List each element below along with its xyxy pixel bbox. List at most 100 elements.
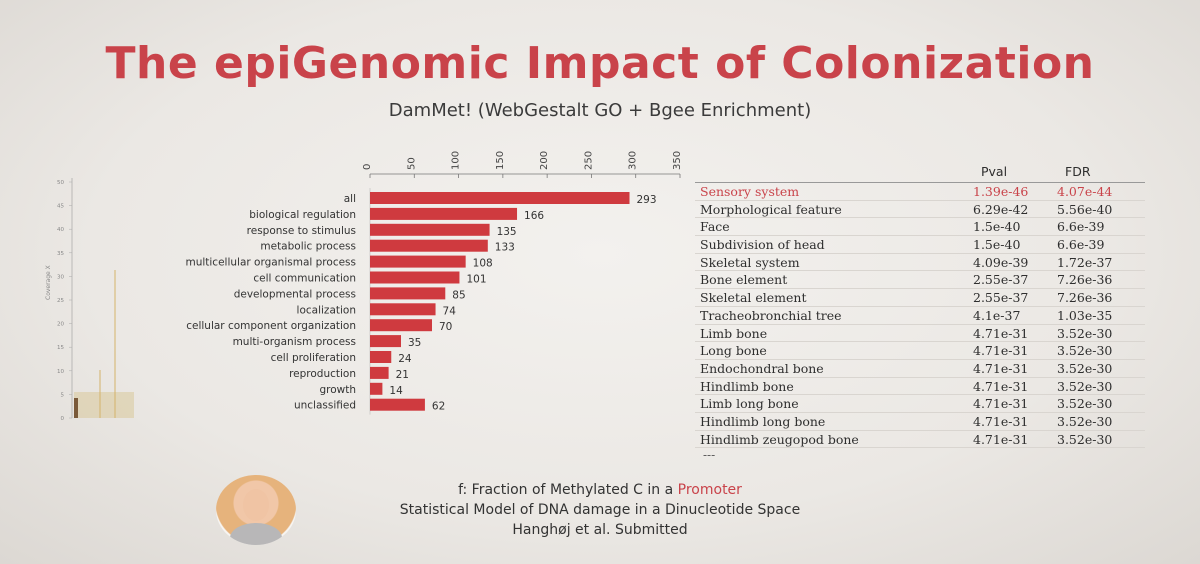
table-row: Limb long bone 4.71e-31 3.52e-30 [695, 395, 1145, 413]
coverage-tick-label: 5 [61, 392, 65, 398]
fdr-cell: 3.52e-30 [1057, 431, 1113, 447]
table-row: Bone element 2.55e-37 7.26e-36 [695, 271, 1145, 290]
value-label: 14 [389, 385, 403, 397]
x-tick-label: 0 [362, 164, 373, 170]
pval-cell: 4.71e-31 [973, 378, 1029, 394]
fdr-cell: 3.52e-30 [1057, 343, 1113, 359]
term-cell: Hindlimb long bone [700, 413, 826, 429]
value-label: 293 [637, 194, 657, 206]
avatar-body [230, 523, 282, 545]
slide-title: The epiGenomic Impact of Colonization [105, 38, 1095, 89]
fdr-cell: 3.52e-30 [1057, 413, 1113, 429]
term-cell: Tracheobronchial tree [700, 307, 842, 323]
pval-cell: 4.71e-31 [973, 431, 1029, 447]
pval-cell: 4.71e-31 [973, 396, 1029, 412]
fdr-cell: 3.52e-30 [1057, 396, 1113, 412]
value-label: 135 [497, 226, 517, 238]
term-cell: Subdivision of head [700, 237, 825, 253]
value-label: 24 [398, 353, 412, 365]
table-row: Hindlimb zeugopod bone 4.71e-31 3.52e-30 [695, 431, 1145, 449]
coverage-tick-label: 40 [57, 227, 64, 233]
fdr-cell: 7.26e-36 [1057, 272, 1113, 288]
table-more: --- [703, 448, 716, 463]
term-cell: Limb long bone [700, 396, 799, 412]
coverage-tick-label: 50 [57, 180, 64, 186]
bar [370, 207, 518, 220]
table-row: Endochondral bone 4.71e-31 3.52e-30 [695, 360, 1145, 378]
category-label: biological regulation [249, 209, 356, 221]
coverage-tick-label: 20 [57, 322, 64, 328]
enrichment-bar-chart: 0 50 100 150 200 250 300 350 all 293 biological re… [185, 151, 683, 415]
category-label: multicellular organismal process [185, 257, 356, 269]
footer-line-3: Hanghøj et al. Submitted [512, 522, 688, 538]
value-label: 35 [408, 337, 421, 349]
category-label: multi-organism process [233, 336, 356, 348]
pval-cell: 4.09e-39 [973, 254, 1029, 270]
category-label: unclassified [294, 400, 356, 412]
coverage-tick-label: 30 [57, 274, 64, 280]
coverage-mass [74, 392, 134, 418]
x-tick-label: 200 [539, 151, 550, 170]
category-label: reproduction [289, 368, 356, 380]
value-label: 85 [452, 289, 465, 301]
category-label: cell communication [253, 273, 356, 285]
term-cell: Morphological feature [700, 201, 842, 217]
table-row: Skeletal system 4.09e-39 1.72e-37 [695, 254, 1145, 272]
term-cell: Skeletal system [700, 254, 800, 270]
fdr-cell: 4.07e-44 [1057, 184, 1113, 199]
table-row: Subdivision of head 1.5e-40 6.6e-39 [695, 236, 1145, 254]
value-label: 101 [466, 274, 486, 286]
fdr-cell: 7.26e-36 [1057, 290, 1113, 306]
table-row: Hindlimb long bone 4.71e-31 3.52e-30 [695, 413, 1145, 431]
bar [370, 351, 392, 363]
slide-subtitle: DamMet! (WebGestalt GO + Bgee Enrichment… [388, 100, 812, 121]
pval-cell: 4.71e-31 [973, 413, 1029, 429]
value-label: 21 [396, 369, 409, 381]
fdr-cell: 6.6e-39 [1057, 237, 1105, 253]
term-cell: Face [700, 219, 730, 235]
table-row: Tracheobronchial tree 4.1e-37 1.03e-35 [695, 307, 1145, 325]
pval-cell: 1.5e-40 [973, 219, 1021, 235]
pval-cell: 4.71e-31 [973, 360, 1029, 376]
category-label: developmental process [234, 288, 356, 300]
x-tick-label: 300 [628, 151, 639, 170]
coverage-tick-label: 15 [57, 345, 64, 351]
x-tick-label: 50 [406, 157, 417, 170]
footer-line-1: f: Fraction of Methylated C in a Promote… [330, 480, 870, 500]
footer: f: Fraction of Methylated C in a Promote… [330, 480, 870, 540]
category-label: metabolic process [260, 241, 356, 253]
coverage-ylabel: Coverage X [45, 265, 52, 300]
term-cell: Skeletal element [700, 290, 807, 306]
table-row: Limb bone 4.71e-31 3.52e-30 [695, 325, 1145, 343]
pval-cell: 4.71e-31 [973, 325, 1029, 341]
category-label: localization [297, 304, 356, 316]
table-row: Morphological feature 6.29e-42 5.56e-40 [695, 201, 1145, 219]
x-tick-label: 350 [672, 151, 683, 170]
fdr-header: FDR [1065, 164, 1091, 179]
value-label: 166 [524, 210, 544, 222]
value-label: 70 [439, 321, 452, 333]
table-row: Hindlimb bone 4.71e-31 3.52e-30 [695, 378, 1145, 396]
value-label: 62 [432, 401, 445, 413]
bar [370, 382, 383, 395]
coverage-tick-label: 45 [57, 204, 64, 210]
fdr-cell: 3.52e-30 [1057, 378, 1113, 394]
term-cell: Bone element [700, 272, 788, 288]
table-header: Pval FDR [695, 160, 1145, 182]
term-cell: Long bone [700, 343, 767, 359]
bar [370, 319, 432, 332]
pval-cell: 6.29e-42 [973, 201, 1029, 217]
bar [370, 335, 401, 348]
footer-highlight: Promoter [677, 482, 742, 498]
table-row: Skeletal element 2.55e-37 7.26e-36 [695, 289, 1145, 307]
pval-cell: 4.1e-37 [973, 307, 1021, 323]
category-label: all [344, 193, 356, 205]
term-cell: Hindlimb zeugopod bone [700, 431, 859, 447]
bar [370, 239, 488, 252]
bar [370, 303, 436, 316]
table-body: Sensory system 1.39e-46 4.07e-44 Morphologi… [695, 182, 1145, 449]
bar [370, 192, 630, 204]
pval-cell: 2.55e-37 [973, 290, 1029, 306]
